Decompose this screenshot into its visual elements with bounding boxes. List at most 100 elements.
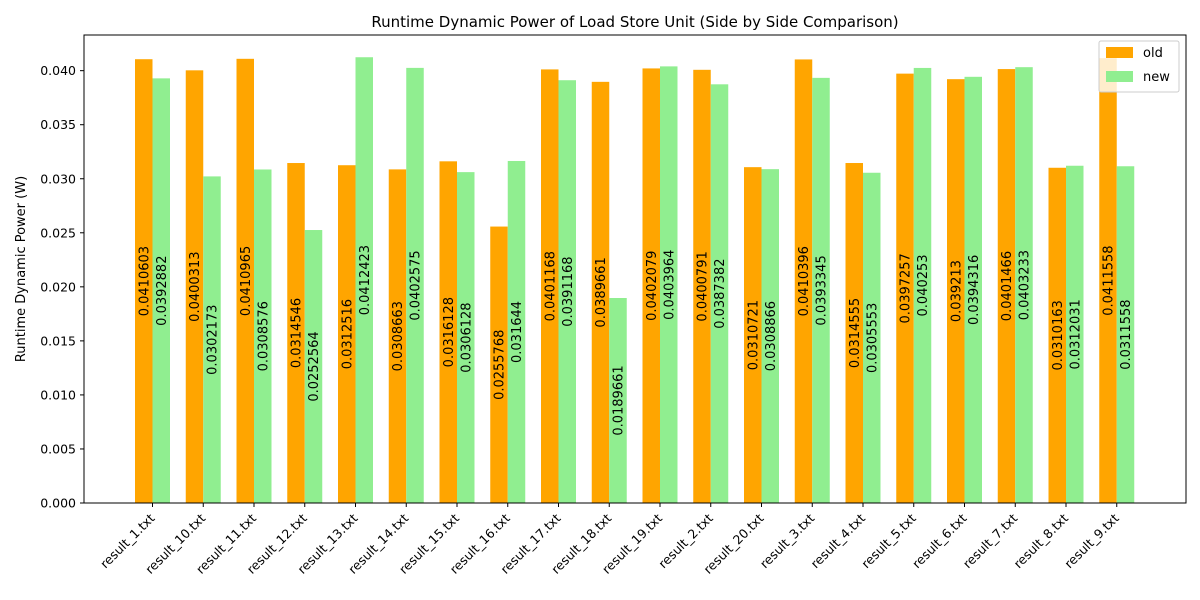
bar-value-label-new-8: 0.0391168: [561, 256, 576, 326]
bar-value-label-old-0: 0.0410603: [137, 246, 152, 316]
bar-old-1: [185, 70, 204, 504]
bar-old-13: [794, 59, 813, 503]
bar-value-label-new-3: 0.0252564: [307, 331, 322, 401]
bar-new-2: [254, 169, 272, 503]
bar-old-9: [591, 81, 610, 503]
plot-frame: [83, 34, 1187, 504]
bar-old-15: [896, 73, 914, 504]
bar-old-19: [1099, 58, 1117, 504]
bar-old-0: [135, 59, 153, 503]
y-axis: 0.000 0.005 0.010 0.015 0.020 0.025 0.030 0.035…: [40, 63, 84, 511]
bar-new-14: [863, 172, 881, 503]
bar-old-5: [388, 169, 407, 503]
bar-value-label-old-14: 0.0314555: [848, 298, 863, 368]
bar-value-label-new-6: 0.0306128: [459, 302, 474, 372]
bar-value-label-new-15: 0.040253: [916, 254, 931, 316]
legend-swatch-new: [1106, 71, 1133, 82]
legend: old new: [1098, 40, 1180, 93]
bar-value-label-new-18: 0.0312031: [1068, 299, 1083, 369]
bar-new-1: [203, 176, 221, 504]
bar-new-18: [1066, 165, 1084, 503]
bar-value-label-old-2: 0.0410965: [239, 246, 254, 316]
y-tick-label: 0.030: [40, 171, 76, 186]
bar-new-10: [660, 66, 678, 503]
bar-value-label-old-13: 0.0410396: [797, 246, 812, 316]
bar-new-13: [812, 77, 830, 504]
bar-value-label-new-7: 0.031644: [510, 301, 525, 363]
y-tick-label: 0.040: [40, 63, 76, 78]
y-tick-label: 0.005: [40, 441, 76, 456]
bar-value-label-old-17: 0.0401466: [1000, 251, 1015, 321]
bar-value-label-old-11: 0.0400791: [696, 251, 711, 321]
bar-value-label-new-14: 0.0305553: [865, 303, 880, 373]
bar-value-label-new-19: 0.0311558: [1119, 299, 1134, 369]
bar-value-label-new-0: 0.0392882: [155, 256, 170, 326]
bar-value-label-old-8: 0.0401168: [543, 251, 558, 321]
y-tick-label: 0.035: [40, 117, 76, 132]
chart-title: Runtime Dynamic Power of Load Store Unit…: [371, 13, 898, 31]
bar-old-3: [287, 163, 305, 503]
bar-old-18: [1048, 167, 1066, 503]
bar-old-14: [845, 163, 863, 503]
legend-swatch-old: [1106, 47, 1133, 58]
bar-value-label-old-4: 0.0312516: [340, 299, 355, 369]
bar-new-7: [507, 160, 526, 504]
bar-labels-group: 0.0410603 0.0400313 0.0410965 0.0314546 0.03…: [137, 245, 1134, 436]
bar-old-8: [541, 69, 559, 503]
bar-value-label-old-9: 0.0389661: [594, 257, 609, 327]
bar-new-6: [457, 172, 475, 503]
y-tick-label: 0.010: [40, 387, 76, 402]
y-tick-label: 0.020: [40, 279, 76, 294]
bar-old-10: [642, 68, 660, 504]
bar-new-8: [558, 80, 576, 503]
bar-value-label-new-16: 0.0394316: [967, 255, 982, 325]
y-axis-label: Runtime Dynamic Power (W): [14, 176, 29, 362]
bar-new-9: [609, 298, 627, 503]
bar-value-label-old-7: 0.0255768: [493, 330, 508, 400]
bar-value-label-old-19: 0.0411558: [1102, 245, 1117, 315]
bar-value-label-old-3: 0.0314546: [290, 298, 305, 368]
bar-old-16: [947, 79, 965, 503]
bar-new-16: [964, 76, 982, 503]
bar-value-label-new-2: 0.0308576: [256, 301, 271, 371]
bar-old-12: [744, 167, 762, 504]
bar-value-label-new-13: 0.0393345: [815, 255, 830, 325]
bar-old-4: [338, 165, 356, 503]
bar-old-17: [997, 69, 1016, 503]
y-tick-label: 0.025: [40, 225, 76, 240]
bar-old-6: [439, 161, 457, 504]
bar-old-2: [236, 58, 254, 503]
bar-value-label-new-5: 0.0402575: [409, 250, 424, 320]
bar-new-15: [913, 67, 932, 504]
y-tick-label: 0.000: [40, 496, 76, 511]
bar-new-3: [304, 230, 323, 504]
bar-old-11: [693, 69, 711, 503]
bar-value-label-old-15: 0.0397257: [899, 253, 914, 323]
bars-group: [135, 57, 1135, 504]
bar-value-label-new-17: 0.0403233: [1018, 250, 1033, 320]
bar-new-0: [152, 78, 170, 504]
y-tick-label: 0.015: [40, 333, 76, 348]
bar-value-label-new-4: 0.0412423: [358, 245, 373, 315]
bar-value-label-old-16: 0.039213: [949, 260, 964, 322]
bar-value-label-new-10: 0.0403964: [662, 250, 677, 320]
bar-value-label-new-1: 0.0302173: [206, 305, 221, 375]
x-axis: result_1.txtresult_10.txtresult_11.txtre…: [97, 503, 1122, 577]
bar-value-label-old-6: 0.0316128: [442, 297, 457, 367]
legend-label-old: old: [1143, 46, 1163, 61]
bar-value-label-old-12: 0.0310721: [746, 300, 761, 370]
bar-value-label-old-10: 0.0402079: [645, 251, 660, 321]
bar-value-label-new-9: 0.0189661: [612, 365, 627, 435]
legend-label-new: new: [1143, 70, 1170, 85]
bar-value-label-old-5: 0.0308663: [391, 301, 406, 371]
bar-value-label-new-12: 0.0308866: [764, 301, 779, 371]
bar-value-label-old-1: 0.0400313: [188, 252, 203, 322]
bar-new-5: [406, 67, 424, 504]
bar-new-19: [1116, 166, 1135, 503]
bar-new-12: [761, 169, 779, 504]
bar-new-17: [1015, 67, 1033, 504]
bar-value-label-old-18: 0.0310163: [1051, 300, 1066, 370]
bar-old-7: [490, 226, 508, 503]
bar-new-11: [710, 84, 729, 504]
